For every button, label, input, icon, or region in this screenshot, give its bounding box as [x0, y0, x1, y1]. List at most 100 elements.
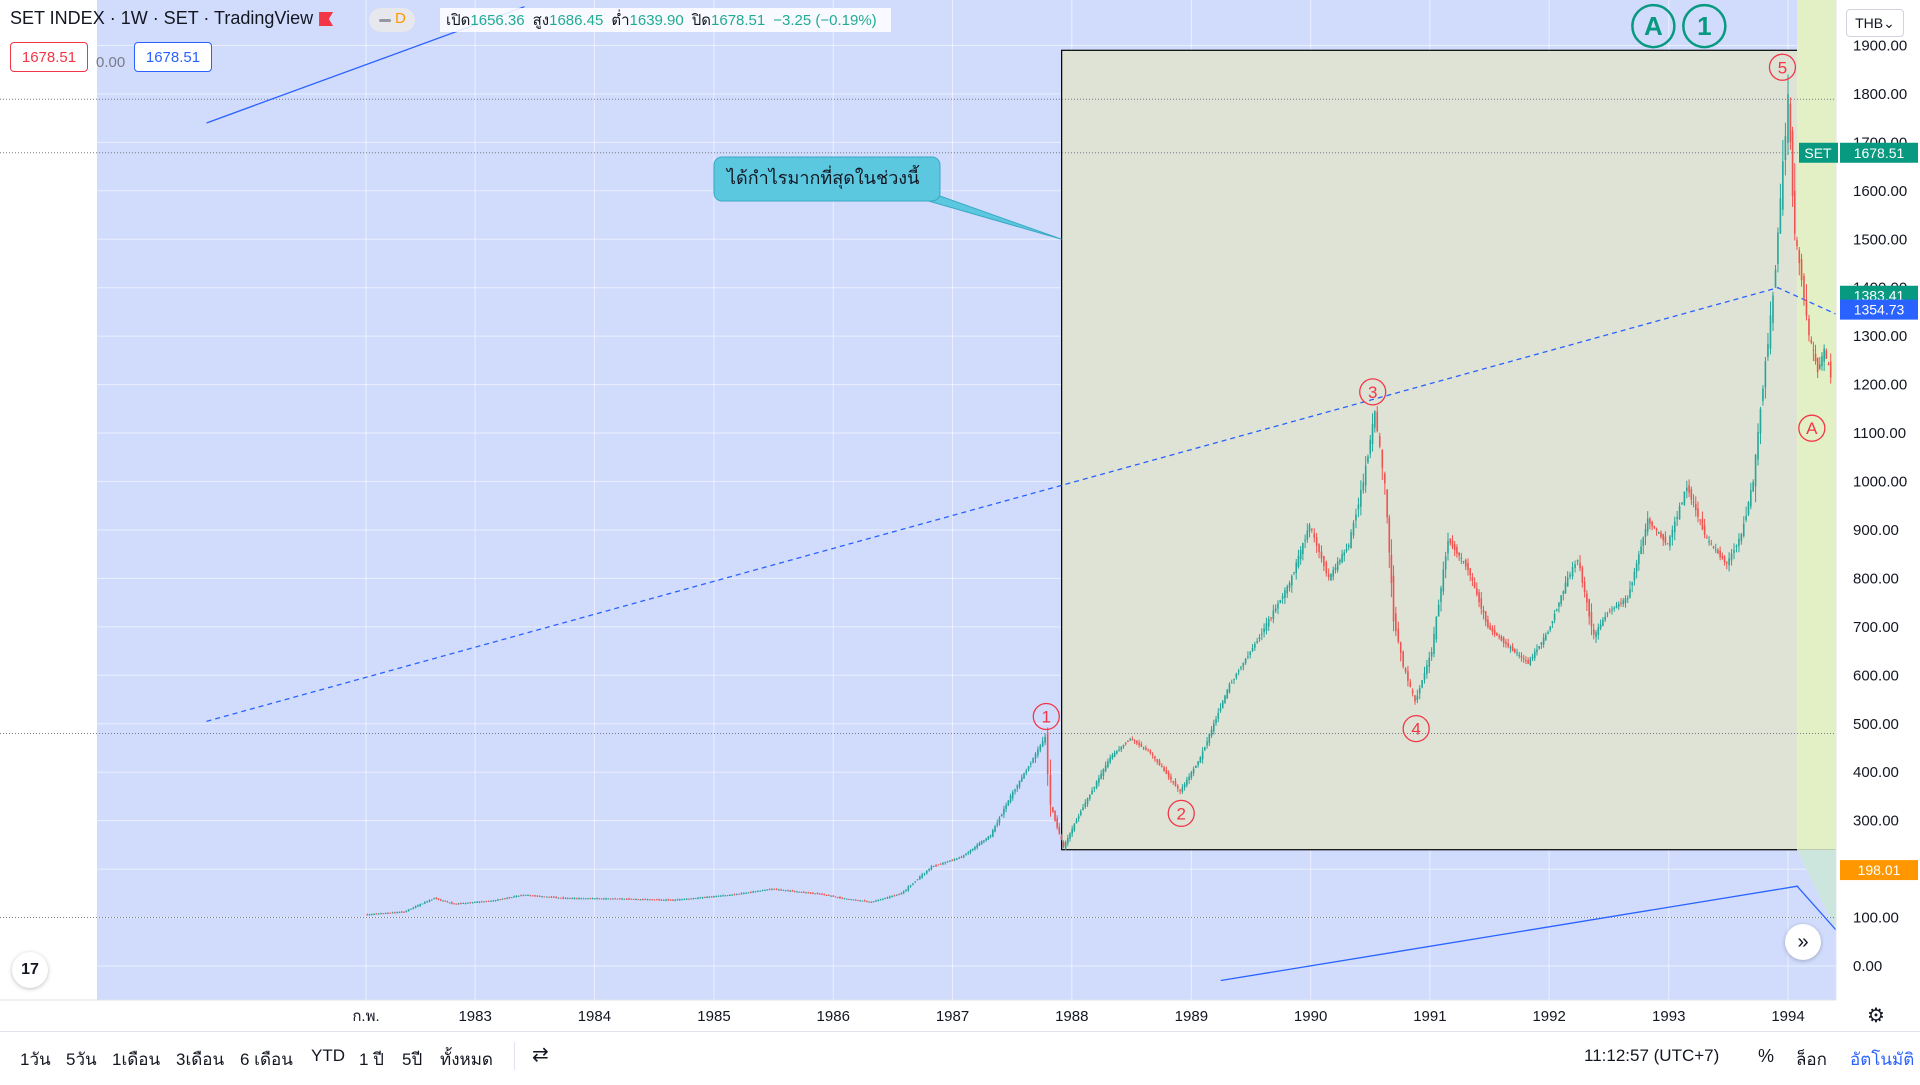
- scroll-to-realtime-button[interactable]: »: [1785, 924, 1821, 960]
- price-bar: [905, 889, 907, 893]
- range-6m-button[interactable]: 6 เดือน: [240, 1050, 293, 1069]
- channel-lower-edge[interactable]: [1796, 885, 1836, 931]
- price-bar-body: [603, 898, 605, 900]
- price-bar: [1352, 520, 1355, 539]
- price-bar-body: [562, 897, 564, 899]
- interval-chip[interactable]: D: [395, 10, 406, 27]
- text-callout[interactable]: ได้กำไรมากที่สุดในช่วงนี้: [713, 156, 1062, 240]
- wave-label[interactable]: 1: [1042, 707, 1051, 726]
- price-axis[interactable]: 0.00100.00200.00300.00400.00500.00600.00…: [1835, 0, 1920, 1000]
- price-bar: [789, 889, 791, 892]
- price-bar: [1325, 560, 1328, 577]
- price-bar: [414, 905, 417, 909]
- wave-circle[interactable]: [1768, 53, 1797, 81]
- highlight-rectangle[interactable]: [1061, 49, 1838, 851]
- wave-label[interactable]: 3: [1368, 383, 1377, 402]
- buy-price-button[interactable]: 1678.51: [134, 42, 212, 72]
- price-axis-background[interactable]: [1836, 0, 1920, 1000]
- range-ytd-button[interactable]: YTD: [311, 1046, 345, 1065]
- price-bar-body: [1116, 751, 1118, 754]
- range-1d-button[interactable]: 1วัน: [20, 1050, 51, 1069]
- price-bar-body: [1662, 534, 1665, 541]
- price-bar: [1493, 624, 1496, 638]
- wave-circle[interactable]: [1167, 799, 1195, 828]
- price-bar: [1069, 832, 1071, 842]
- wave-label[interactable]: 1: [1697, 11, 1711, 41]
- price-bar: [426, 900, 428, 903]
- range-all-button[interactable]: ทั้งหมด: [440, 1050, 493, 1069]
- price-bar-body: [1562, 591, 1565, 594]
- wave-label[interactable]: 5: [1778, 58, 1787, 77]
- price-bar: [877, 899, 880, 902]
- channel-median-line[interactable]: [206, 287, 1842, 722]
- price-bar: [552, 896, 555, 898]
- wave-label[interactable]: 4: [1411, 720, 1420, 739]
- currency-dropdown[interactable]: THB ⌄: [1846, 9, 1904, 37]
- drawings[interactable]: [0, 0, 1842, 982]
- price-bar-body: [895, 894, 898, 896]
- price-bar: [1086, 797, 1089, 807]
- price-bar-body: [1651, 521, 1653, 527]
- price-bar: [1509, 644, 1512, 653]
- auto-scale-button[interactable]: อัตโนมัติ: [1850, 1050, 1915, 1069]
- price-bar: [834, 896, 837, 898]
- price-bar-body: [1496, 632, 1498, 636]
- price-bar-body: [994, 826, 996, 832]
- sell-price-button[interactable]: 1678.51: [10, 42, 88, 72]
- wave-labels[interactable]: 1 2 3 4 5 A A 1: [1032, 3, 1826, 828]
- price-bar: [800, 891, 803, 894]
- range-3m-button[interactable]: 3เดือน: [176, 1050, 225, 1069]
- price-bar-body: [861, 900, 864, 902]
- price-bar-body: [750, 891, 752, 893]
- price-bar-body: [522, 894, 525, 896]
- price-bar-body: [529, 895, 532, 897]
- price-bar: [1129, 737, 1131, 742]
- price-bar: [850, 899, 853, 901]
- wave-circle[interactable]: [1402, 714, 1430, 743]
- wave-label[interactable]: 2: [1176, 804, 1185, 823]
- range-5y-button[interactable]: 5ปี: [402, 1050, 423, 1069]
- currency-label: THB: [1855, 15, 1884, 31]
- callout-box[interactable]: [713, 156, 941, 202]
- price-bar-body: [1527, 660, 1529, 664]
- price-bar-body: [1023, 773, 1025, 779]
- price-bar: [868, 901, 870, 903]
- range-5d-button[interactable]: 5วัน: [66, 1050, 97, 1069]
- percent-scale-button[interactable]: %: [1758, 1046, 1775, 1066]
- price-bar-body: [517, 895, 520, 897]
- time-axis-background[interactable]: [0, 1000, 1920, 1031]
- wave-circle[interactable]: [1631, 3, 1676, 49]
- price-bar-body: [778, 889, 780, 891]
- wave-label[interactable]: A: [1806, 419, 1818, 438]
- time-axis[interactable]: ก.พ. 1983 1984 1985 1986 1987 1988 1989 1990 1991…: [0, 999, 1920, 1031]
- wave-circle[interactable]: [1682, 3, 1727, 49]
- price-bar-body: [1525, 660, 1527, 662]
- tradingview-logo[interactable]: 17: [12, 952, 48, 988]
- range-1m-button[interactable]: 1เดือน: [112, 1050, 161, 1069]
- clock[interactable]: 11:12:57 (UTC+7): [1584, 1046, 1720, 1065]
- price-bar-body: [1588, 599, 1590, 617]
- price-bar-body: [679, 899, 681, 901]
- channel-lower-line[interactable]: [1220, 885, 1799, 982]
- price-bar-body: [1212, 723, 1215, 732]
- wave-circle[interactable]: [1359, 378, 1387, 406]
- wave-circle[interactable]: [1032, 702, 1060, 731]
- range-1y-button[interactable]: 1 ปี: [359, 1050, 384, 1069]
- price-bar-body: [538, 895, 541, 897]
- y-tick-label: 0.00: [1853, 958, 1882, 975]
- price-bar: [1060, 834, 1063, 841]
- gear-icon[interactable]: ⚙: [1867, 1005, 1885, 1027]
- price-bar-body: [1272, 610, 1275, 619]
- wave-circle[interactable]: [1798, 414, 1826, 442]
- price-bar-body: [803, 891, 805, 893]
- price-bar-body: [1769, 315, 1772, 349]
- price-bar-body: [1244, 658, 1247, 664]
- log-scale-button[interactable]: ล็อก: [1796, 1050, 1827, 1069]
- price-bar-body: [729, 894, 731, 896]
- price-bar-body: [469, 902, 471, 904]
- date-range-icon[interactable]: ⇄: [532, 1044, 549, 1066]
- wave-label[interactable]: A: [1644, 11, 1663, 41]
- symbol-title[interactable]: SET INDEX · 1W · SET · TradingView: [10, 8, 334, 29]
- collapse-legend-button[interactable]: [369, 8, 415, 32]
